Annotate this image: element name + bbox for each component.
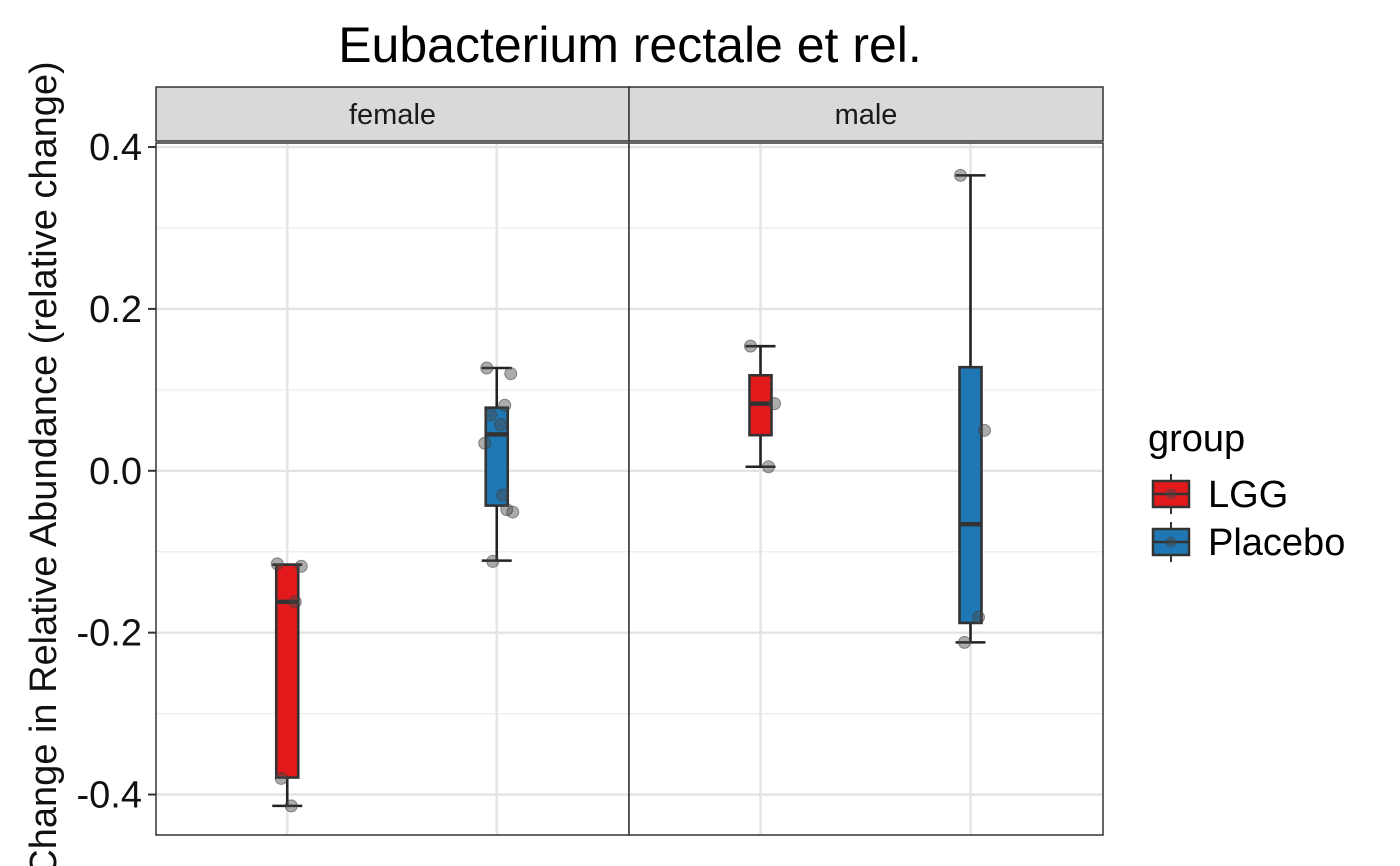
data-point — [498, 398, 512, 412]
y-axis-label: Change in Relative Abundance (relative c… — [23, 61, 65, 866]
panel-border — [628, 142, 1104, 836]
data-point — [294, 559, 308, 573]
facet-strip-female — [155, 86, 630, 142]
data-point — [478, 436, 492, 450]
data-point — [270, 557, 284, 571]
facet-panel-male: male — [628, 86, 1104, 836]
facet-label-male: male — [835, 99, 898, 131]
legend-item-LGG: LGG — [1151, 474, 1288, 516]
data-point — [958, 635, 971, 649]
legend-item-Placebo: Placebo — [1151, 522, 1345, 564]
data-point — [486, 554, 500, 568]
y-tick-label: 0.2 — [89, 289, 142, 331]
y-tick-label: -0.4 — [77, 775, 142, 817]
box-Placebo — [958, 365, 983, 625]
data-point — [496, 488, 510, 502]
legend-title: group — [1148, 418, 1245, 460]
chart-title: Eubacterium rectale et rel. — [338, 17, 922, 73]
data-point — [762, 460, 775, 474]
y-axis: -0.4 -0.2 0.0 0.2 0.4 — [77, 127, 156, 817]
y-tick-label: -0.2 — [77, 613, 142, 655]
data-point — [480, 361, 494, 375]
data-point — [954, 168, 967, 182]
data-point — [274, 771, 288, 785]
data-point — [506, 505, 520, 519]
facet-label-female: female — [349, 99, 436, 131]
boxplot-female-Placebo — [478, 361, 520, 568]
data-point — [744, 339, 757, 353]
boxplot-female-LGG — [270, 557, 308, 813]
panel-background — [629, 143, 1103, 835]
legend: group LGG Placebo — [1148, 418, 1345, 564]
data-point — [484, 408, 498, 422]
data-point — [288, 595, 302, 609]
legend-key-point — [1165, 536, 1177, 548]
data-point — [978, 423, 991, 437]
data-point — [494, 418, 508, 432]
legend-label: LGG — [1208, 474, 1288, 516]
facet-strip-male — [628, 86, 1104, 142]
data-point — [504, 367, 518, 381]
facet-panel-female: female — [155, 86, 630, 836]
legend-label: Placebo — [1208, 522, 1345, 564]
panel-background — [156, 143, 629, 835]
legend-key-point — [1165, 488, 1177, 500]
facets-layer: female male — [155, 86, 1104, 836]
data-point — [768, 397, 781, 411]
y-tick-label: 0.0 — [89, 451, 142, 493]
boxplot-male-LGG — [744, 339, 781, 474]
boxplot-male-Placebo — [954, 168, 991, 649]
y-tick-label: 0.4 — [89, 127, 142, 169]
data-point — [972, 610, 985, 624]
data-point — [284, 799, 298, 813]
